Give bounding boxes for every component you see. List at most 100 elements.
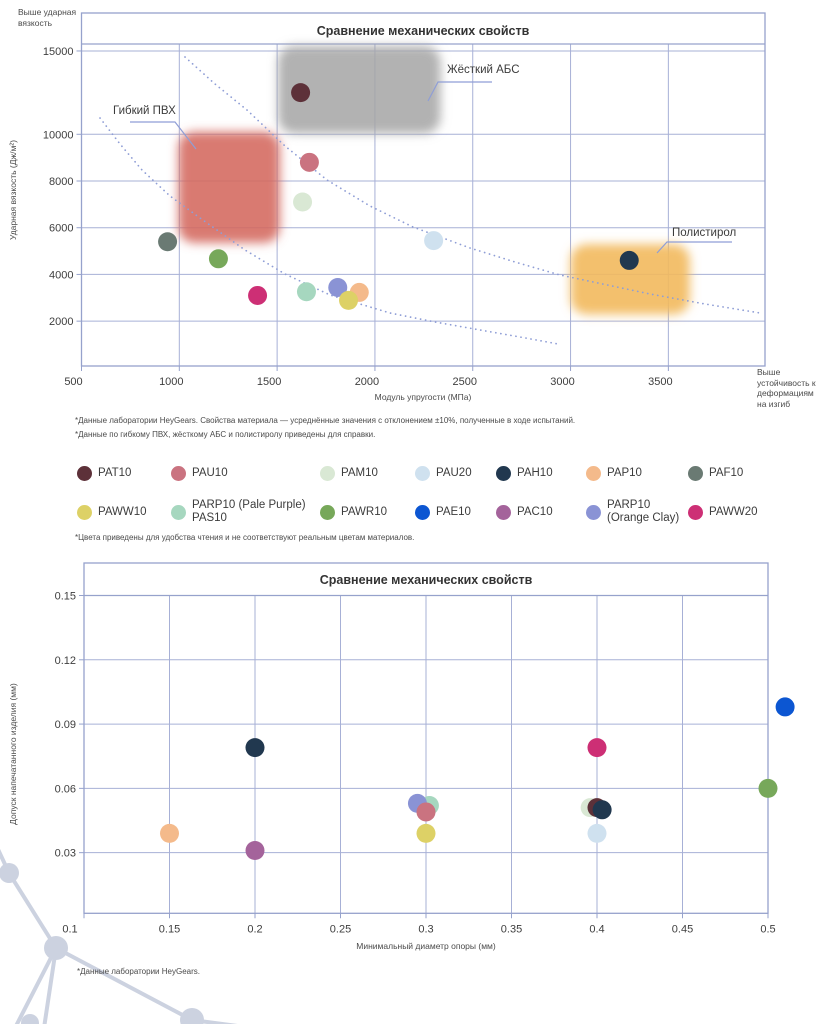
x-tick-label: 0.25 [330, 923, 351, 935]
y-tick-label: 15000 [43, 46, 74, 58]
legend-swatch-icon [414, 465, 430, 481]
network-edge [55, 946, 193, 1022]
legend-label: PAWR10 [341, 505, 388, 518]
annotation-leader [130, 121, 197, 150]
top-chart: 500 1000 1500 2000 2500 3000 3500 2000 4000 6000 8… [43, 12, 766, 388]
network-edge [42, 947, 58, 1024]
annotation-leader [427, 81, 492, 102]
guide-curve [184, 56, 761, 314]
legend-label: PAH10 [517, 466, 553, 479]
point-PAC10 [245, 841, 265, 861]
top-chart-ylabel: Ударная вязкость (Дж/м²) [8, 139, 18, 241]
point-PAU10 [416, 802, 436, 822]
x-tick-label: 0.15 [159, 923, 180, 935]
network-edge [14, 947, 58, 1024]
legend-swatch-icon [76, 504, 92, 520]
chart-region [278, 45, 441, 134]
bottom-chart-footnote: *Данные лаборатории HeyGears. [77, 967, 200, 976]
y-tick-label: 0.06 [55, 783, 76, 795]
x-tick-label: 2000 [355, 376, 379, 388]
point-PAWW20 [248, 285, 268, 305]
legend-swatch-icon [170, 465, 186, 481]
legend-label: PAP10 [607, 466, 642, 479]
point-PAT10 [291, 83, 311, 103]
point-PAM10 [293, 192, 313, 212]
legend-label: PAT10 [98, 466, 132, 479]
y-tick-label: 2000 [49, 316, 73, 328]
point-PAU20 [424, 231, 444, 251]
footnote-lab-data: *Данные лаборатории HeyGears. Свойства м… [75, 416, 576, 425]
point-PARP10_PP [296, 282, 316, 302]
x-tick-label: 0.2 [247, 923, 262, 935]
legend-swatch-icon [585, 504, 601, 520]
y-tick-label: 8000 [49, 176, 73, 188]
legend-label: PAWW20 [709, 505, 758, 518]
y-tick-label: 0.03 [55, 848, 76, 860]
legend-swatch-icon [687, 504, 703, 520]
x-tick-label: 0.4 [589, 923, 604, 935]
chart-frame [83, 562, 769, 914]
point-PAWR10 [208, 249, 228, 269]
y-tick-label: 6000 [49, 223, 73, 235]
legend-swatch-icon [495, 465, 511, 481]
point-PAH10 [592, 800, 612, 820]
annotation-leader [656, 241, 732, 254]
legend-swatch-icon [495, 504, 511, 520]
point-PAWW10 [339, 290, 359, 310]
legend-label: PAU10 [192, 466, 228, 479]
network-decoration [0, 848, 238, 1024]
top-chart-xlabel: Модуль упругости (МПа) [374, 392, 472, 402]
y-tick-label: 0.15 [55, 591, 76, 603]
legend-label: PAC10 [517, 505, 553, 518]
x-tick-label: 2500 [452, 376, 476, 388]
region-annotation-label: Жёсткий АБС [447, 64, 520, 76]
legend-swatch-icon [414, 504, 430, 520]
point-PAH10 [619, 250, 639, 270]
x-tick-label: 3000 [550, 376, 574, 388]
x-tick-label: 500 [64, 376, 82, 388]
legend-label: PAU20 [436, 466, 472, 479]
x-tick-label: 0.3 [418, 923, 433, 935]
top-chart-title: Сравнение механических свойств [316, 24, 530, 38]
point-PAWW10 [416, 823, 436, 843]
x-tick-label: 0.1 [62, 923, 77, 935]
legend-swatch-icon [319, 504, 335, 520]
y-tick-label: 0.12 [55, 655, 76, 667]
x-tick-label: 1000 [159, 376, 183, 388]
chart-region [570, 244, 690, 315]
network-node [180, 1008, 204, 1024]
point-PAU20 [587, 823, 607, 843]
x-tick-label: 0.35 [501, 923, 522, 935]
point-PAU10 [299, 152, 319, 172]
note-higher-flex-resistance: Выше устойчивость к деформациям на изгиб [757, 367, 816, 409]
chart-frame [80, 12, 766, 367]
legend-swatch-icon [585, 465, 601, 481]
legend-label: PARP10 (Pale Purple) PAS10 [192, 499, 306, 524]
x-tick-label: 0.45 [672, 923, 693, 935]
legend-swatch-icon [170, 504, 186, 520]
network-edge [191, 1018, 238, 1024]
y-tick-label: 10000 [43, 129, 74, 141]
legend-swatch-icon [687, 465, 703, 481]
note-higher-impact: Выше ударная вязкость [18, 7, 77, 28]
legend-label: PAWW10 [98, 505, 147, 518]
legend-footnote: *Цвета приведены для удобства чтения и н… [75, 533, 415, 542]
point-PARP10_OC [328, 278, 348, 298]
legend-label: PAF10 [709, 466, 744, 479]
legend-swatch-icon [76, 465, 92, 481]
y-tick-label: 4000 [49, 269, 73, 281]
region-annotation-label: Полистирол [672, 227, 737, 239]
x-tick-label: 1500 [257, 376, 281, 388]
legend-label: PAM10 [341, 466, 378, 479]
network-node [44, 936, 68, 960]
point-PAWW20 [587, 738, 607, 758]
point-PAP10 [160, 823, 179, 843]
point-PAH10 [245, 738, 265, 758]
legend-label: PARP10 (Orange Clay) [607, 499, 680, 524]
network-edge [7, 871, 58, 950]
point-PAF10 [158, 232, 178, 252]
bottom-chart-xlabel: Минимальный диаметр опоры (мм) [356, 941, 496, 951]
region-annotation-label: Гибкий ПВХ [113, 105, 176, 117]
